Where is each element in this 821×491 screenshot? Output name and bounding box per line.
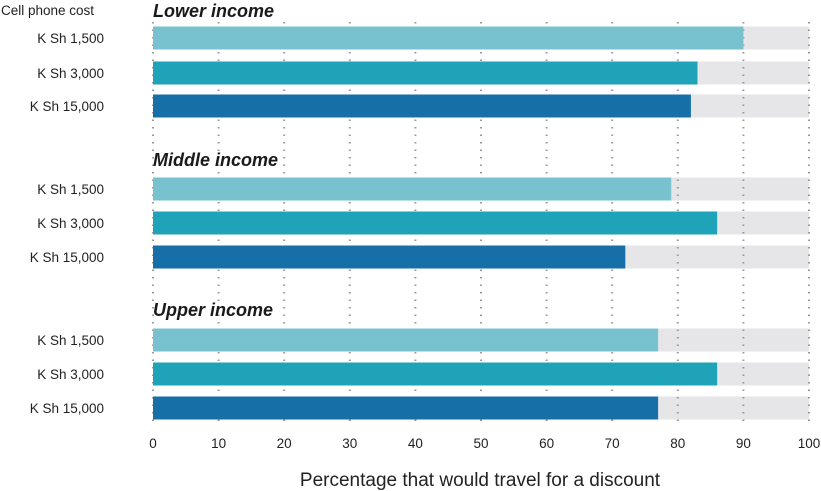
bars [153, 26, 744, 420]
x-tick-label: 80 [670, 436, 685, 451]
bar [153, 396, 659, 420]
x-axis-label: Percentage that would travel for a disco… [300, 470, 661, 491]
row-header: Cell phone cost [1, 3, 94, 18]
x-tick-label: 10 [211, 436, 226, 451]
bar [153, 177, 672, 201]
category-label: K Sh 1,500 [37, 31, 104, 46]
x-ticks: 0 10 20 30 40 50 60 70 80 90 100 [149, 436, 820, 451]
bar [153, 211, 718, 235]
x-tick-label: 40 [408, 436, 423, 451]
x-tick-label: 30 [342, 436, 357, 451]
bar [153, 362, 718, 386]
x-tick-label: 20 [277, 436, 292, 451]
category-label: K Sh 3,000 [37, 66, 104, 81]
bar [153, 26, 744, 50]
category-label: K Sh 15,000 [30, 250, 104, 265]
bar [153, 94, 691, 118]
x-tick-label: 50 [473, 436, 488, 451]
group-title: Middle income [153, 150, 278, 170]
x-tick-label: 90 [736, 436, 751, 451]
x-tick-label: 0 [149, 436, 157, 451]
x-tick-label: 70 [605, 436, 620, 451]
x-tick-label: 100 [798, 436, 821, 451]
category-label: K Sh 1,500 [37, 182, 104, 197]
category-label: K Sh 3,000 [37, 216, 104, 231]
bar [153, 61, 698, 85]
category-labels: K Sh 1,500 K Sh 3,000 K Sh 15,000 K Sh 1,50… [30, 31, 104, 416]
category-label: K Sh 1,500 [37, 333, 104, 348]
group-title: Upper income [153, 300, 273, 320]
group-title: Lower income [153, 1, 274, 21]
bar [153, 245, 626, 269]
x-tick-label: 60 [539, 436, 554, 451]
bar [153, 328, 659, 352]
group-titles: Lower income Middle income Upper income [153, 1, 278, 320]
category-label: K Sh 15,000 [30, 401, 104, 416]
category-label: K Sh 3,000 [37, 367, 104, 382]
category-label: K Sh 15,000 [30, 99, 104, 114]
